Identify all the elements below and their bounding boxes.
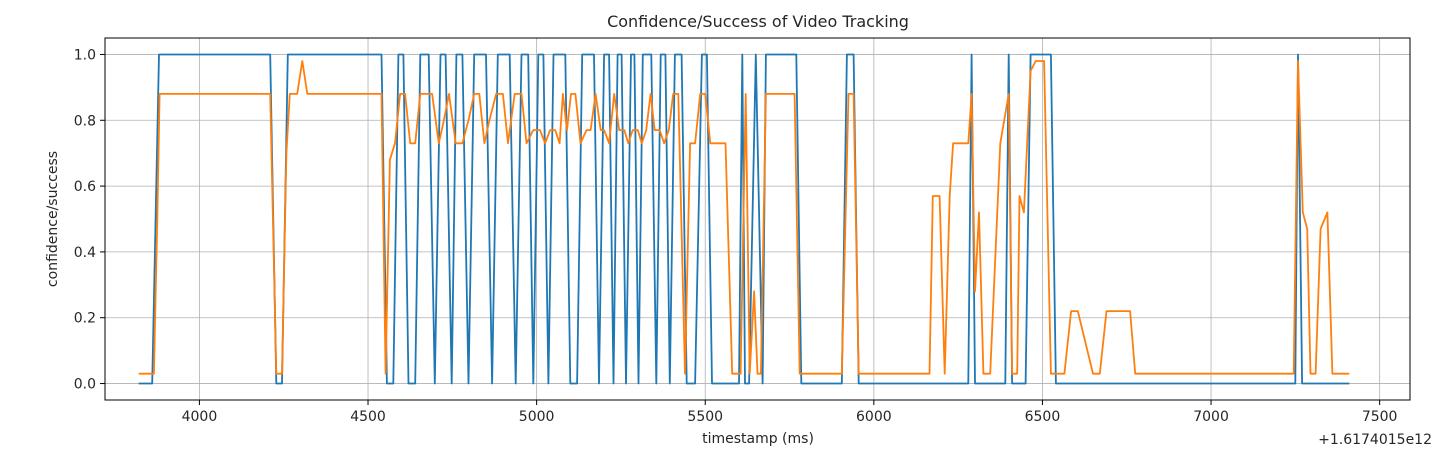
series-layer: [138, 53, 1350, 385]
x-tick-label: 5500: [687, 409, 723, 425]
x-tick-label: 5000: [519, 409, 555, 425]
y-tick-label: 0.6: [74, 179, 96, 195]
x-tick-label: 7500: [1362, 409, 1398, 425]
series-line-2: [138, 60, 1350, 375]
series-line-1: [138, 53, 1350, 385]
y-tick-label: 0.0: [74, 377, 96, 393]
ticks: 4000 4500 5000 5500 6000 6500 7000 7500 0.0 0.2 0.…: [74, 47, 1398, 425]
x-tick-label: 6500: [1025, 409, 1061, 425]
x-offset-label: +1.6174015e12: [1318, 432, 1432, 448]
y-tick-label: 0.8: [74, 113, 96, 129]
y-tick-label: 0.4: [74, 245, 96, 261]
plot-frame: [104, 37, 1411, 401]
y-axis-label: confidence/success: [45, 151, 61, 287]
y-tick-label: 0.2: [74, 311, 96, 327]
x-tick-label: 4500: [350, 409, 386, 425]
x-tick-label: 4000: [182, 409, 218, 425]
chart-title: Confidence/Success of Video Tracking: [607, 12, 909, 31]
y-tick-label: 1.0: [74, 47, 96, 63]
x-tick-label: 7000: [1193, 409, 1229, 425]
x-axis-label: timestamp (ms): [702, 431, 814, 447]
x-tick-label: 6000: [856, 409, 892, 425]
